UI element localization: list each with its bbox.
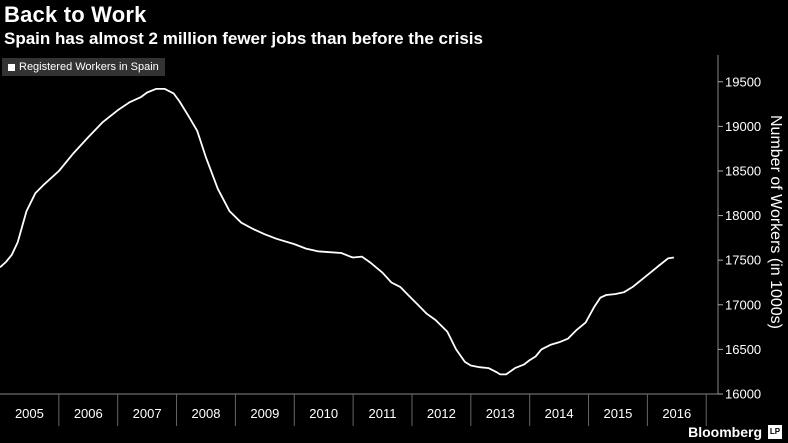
- y-tick-label: 16500: [725, 342, 761, 357]
- y-tick-label: 18000: [725, 208, 761, 223]
- legend-entry-label: Registered Workers in Spain: [19, 61, 159, 73]
- x-tick-label: 2010: [309, 406, 338, 421]
- y-tick-label: 19500: [725, 74, 761, 89]
- chart-subtitle: Spain has almost 2 million fewer jobs th…: [4, 29, 483, 48]
- x-tick-label: 2006: [74, 406, 103, 421]
- x-tick-label: 2007: [133, 406, 162, 421]
- y-tick-label: 19000: [725, 119, 761, 134]
- x-tick-label: 2011: [369, 406, 397, 421]
- chart-title: Back to Work: [4, 2, 147, 27]
- x-tick-label: 2009: [250, 406, 279, 421]
- legend-swatch-icon: [8, 63, 15, 71]
- y-axis-label: Number of Workers (in 1000s): [767, 115, 784, 329]
- y-tick-label: 18500: [725, 163, 761, 178]
- x-tick-label: 2016: [662, 406, 691, 421]
- chart-legend: Registered Workers in Spain: [2, 58, 165, 76]
- x-tick-label: 2014: [545, 406, 574, 421]
- terminal-badge-icon: LP: [768, 425, 782, 439]
- x-tick-label: 2008: [192, 406, 221, 421]
- series-line-registered-workers: [0, 88, 675, 376]
- x-tick-label: 2012: [427, 406, 456, 421]
- x-tick-label: 2005: [15, 406, 44, 421]
- x-tick-label: 2013: [486, 406, 515, 421]
- x-tick-label: 2015: [603, 406, 632, 421]
- y-tick-label: 16000: [725, 387, 761, 402]
- y-tick-label: 17500: [725, 253, 761, 268]
- y-tick-label: 17000: [725, 297, 761, 312]
- brand-logo-text: Bloomberg: [688, 424, 762, 440]
